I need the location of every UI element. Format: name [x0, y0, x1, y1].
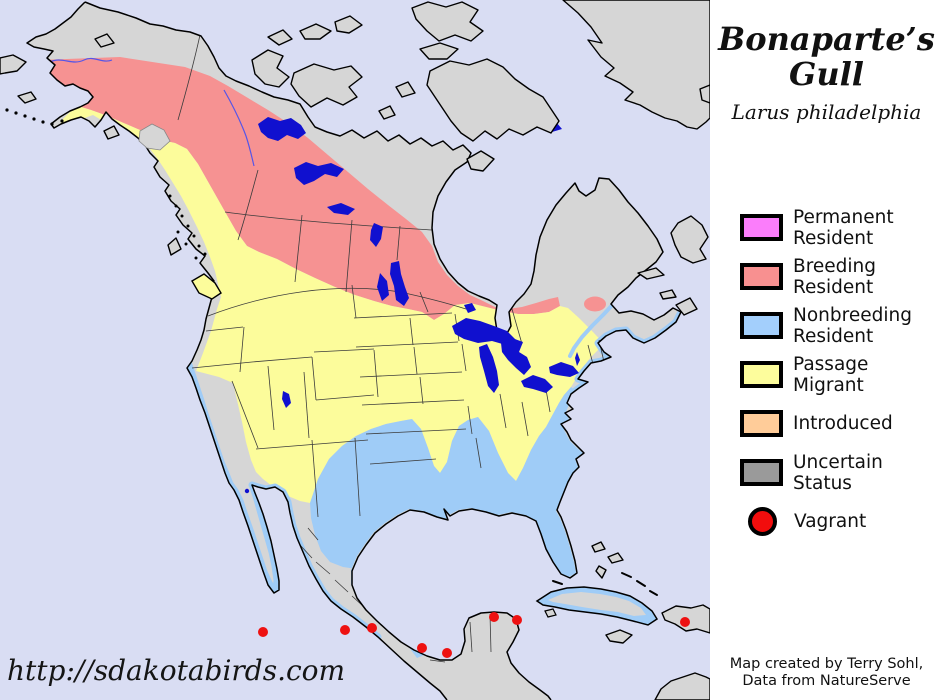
- legend-item-uncertain-status: Uncertain Status: [740, 448, 940, 497]
- vagrant-point: [417, 643, 427, 653]
- uncertain-status-swatch-icon: [740, 459, 783, 486]
- state-borders: [177, 34, 605, 663]
- legend-item-vagrant: Vagrant: [740, 497, 940, 546]
- rivers: [49, 57, 255, 167]
- legend: Permanent Resident Breeding Resident Nonbr…: [740, 203, 940, 546]
- vagrant-dots: [258, 612, 690, 658]
- map-area: http://sdakotabirds.com: [0, 0, 710, 700]
- legend-item-breeding-resident: Breeding Resident: [740, 252, 940, 301]
- permanent-resident-swatch-icon: [740, 214, 783, 241]
- introduced-swatch-icon: [740, 410, 783, 437]
- legend-panel: Bonaparte’s Gull Larus philadelphia Perm…: [710, 0, 943, 700]
- legend-label: Nonbreeding Resident: [793, 304, 912, 347]
- vagrant-dot-icon: [748, 507, 777, 536]
- legend-label: Permanent Resident: [793, 206, 894, 249]
- vagrant-point: [258, 627, 268, 637]
- species-latin-name: Larus philadelphia: [731, 100, 922, 125]
- quebec-breeding-patch: [584, 296, 606, 312]
- vagrant-point: [442, 648, 452, 658]
- range-map: [0, 0, 710, 700]
- breeding-resident-swatch-icon: [740, 263, 783, 290]
- legend-item-nonbreeding-resident: Nonbreeding Resident: [740, 301, 940, 350]
- lakes: [244, 117, 580, 494]
- legend-label: Vagrant: [794, 511, 867, 532]
- legend-label: Uncertain Status: [793, 451, 883, 494]
- passage-migrant-swatch-icon: [740, 361, 783, 388]
- icefield-gray-patch: [138, 123, 171, 151]
- title-block: Bonaparte’s Gull Larus philadelphia: [710, 20, 943, 125]
- website-watermark: http://sdakotabirds.com: [7, 654, 346, 687]
- vagrant-point: [367, 623, 377, 633]
- legend-item-permanent-resident: Permanent Resident: [740, 203, 940, 252]
- vagrant-point: [512, 615, 522, 625]
- vagrant-point: [340, 625, 350, 635]
- california-uncertain-region: [190, 372, 258, 485]
- st-lawrence-fringe: [568, 299, 618, 358]
- vagrant-point: [489, 612, 499, 622]
- page-title: Bonaparte’s Gull: [718, 20, 935, 94]
- passage-migrant-region: [57, 106, 620, 503]
- legend-label: Passage Migrant: [793, 353, 869, 396]
- coastline: [26, 1, 682, 700]
- legend-label: Breeding Resident: [793, 255, 877, 298]
- legend-item-passage-migrant: Passage Migrant: [740, 350, 940, 399]
- nonbreeding-region: [310, 387, 583, 658]
- nonbreeding-resident-swatch-icon: [740, 312, 783, 339]
- islands: [0, 0, 710, 700]
- legend-label: Introduced: [793, 413, 893, 434]
- legend-item-introduced: Introduced: [740, 399, 940, 448]
- breeding-region: [40, 57, 560, 320]
- map-credit: Map created by Terry Sohl, Data from Nat…: [729, 656, 924, 689]
- vagrant-point: [680, 617, 690, 627]
